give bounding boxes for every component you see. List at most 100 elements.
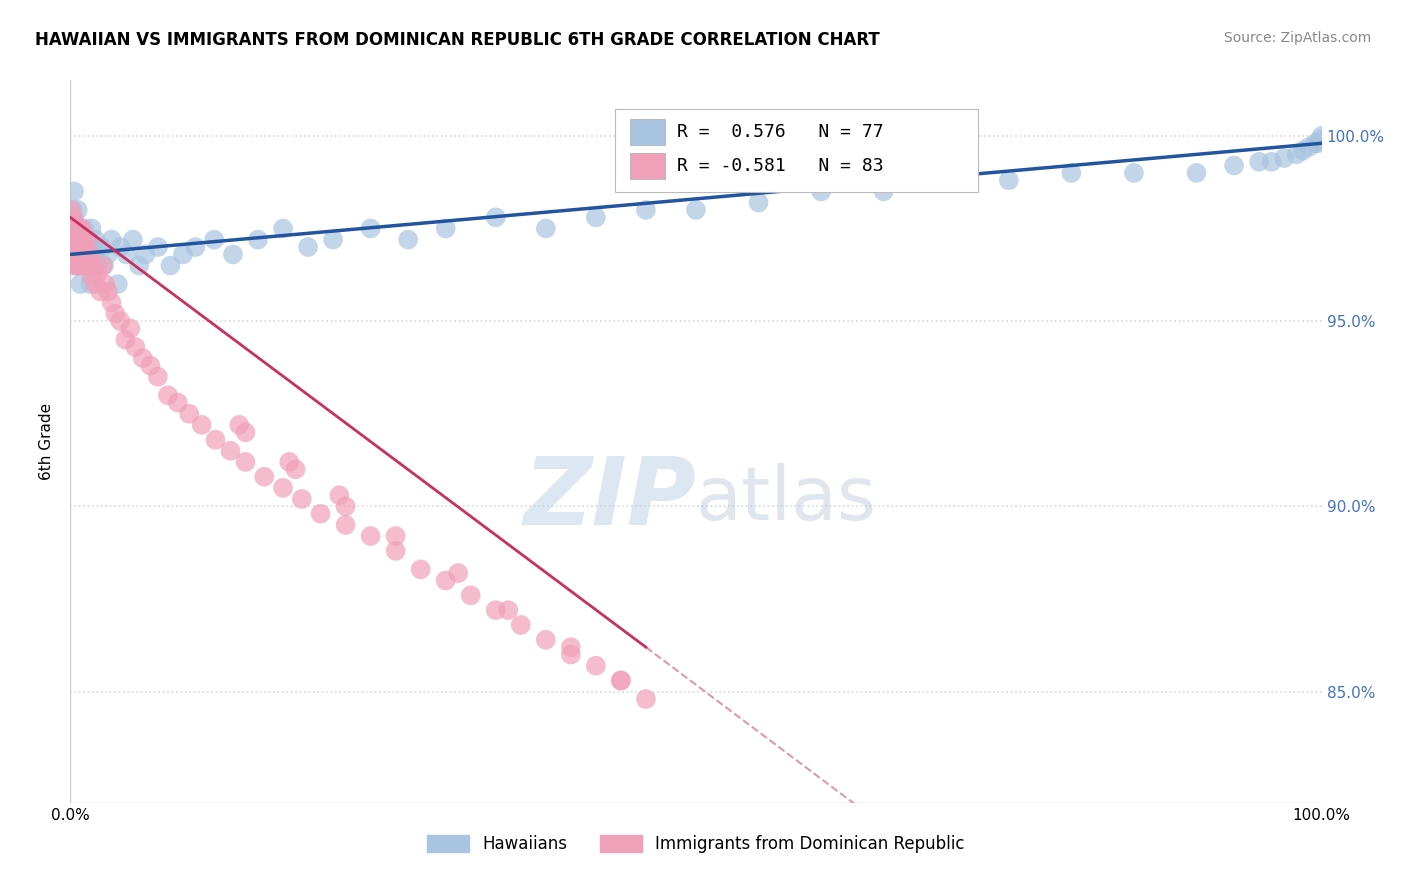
Point <box>120 321 142 335</box>
Point <box>87 259 110 273</box>
Point <box>253 469 276 483</box>
Point <box>67 240 90 254</box>
Point <box>93 259 115 273</box>
Point <box>77 259 100 273</box>
Point <box>69 247 91 261</box>
Point <box>115 247 138 261</box>
Point <box>107 277 129 291</box>
Point <box>65 221 87 235</box>
Point <box>360 221 382 235</box>
Point <box>80 269 103 284</box>
Point <box>66 233 89 247</box>
Point <box>271 221 294 235</box>
Point <box>65 259 87 273</box>
Point <box>77 247 100 261</box>
Point <box>65 233 87 247</box>
Point <box>460 588 482 602</box>
Point <box>128 259 150 273</box>
Point <box>79 247 101 261</box>
Point <box>748 195 770 210</box>
Point <box>222 247 245 261</box>
Point <box>110 240 132 254</box>
Point <box>228 417 250 432</box>
Point <box>278 455 301 469</box>
Point <box>1305 136 1327 151</box>
Text: atlas: atlas <box>696 463 877 536</box>
Point <box>1260 154 1282 169</box>
Point <box>396 233 419 247</box>
Point <box>65 221 87 235</box>
Point <box>82 259 104 273</box>
Point <box>84 233 107 247</box>
Point <box>75 247 97 261</box>
Point <box>65 240 87 254</box>
Point <box>335 517 357 532</box>
Point <box>610 673 633 688</box>
Point <box>167 395 190 409</box>
Point <box>1122 166 1144 180</box>
Point <box>1306 136 1329 151</box>
Point <box>534 221 557 235</box>
Point <box>172 247 194 261</box>
Point <box>72 259 94 273</box>
Point <box>76 233 98 247</box>
Point <box>498 603 520 617</box>
Point <box>935 173 957 187</box>
Point <box>87 266 110 280</box>
Point <box>84 277 107 291</box>
Text: R =  0.576   N = 77: R = 0.576 N = 77 <box>678 123 884 141</box>
Point <box>63 218 86 232</box>
Point <box>585 658 607 673</box>
Point <box>62 221 84 235</box>
Point <box>560 640 582 655</box>
Point <box>1249 154 1271 169</box>
FancyBboxPatch shape <box>630 153 665 178</box>
Point <box>184 240 207 254</box>
Point <box>70 240 93 254</box>
Point <box>72 247 94 261</box>
Point <box>1309 132 1331 146</box>
Point <box>247 233 270 247</box>
Point <box>63 185 86 199</box>
Point <box>67 221 90 235</box>
Point <box>91 259 114 273</box>
Point <box>66 202 89 217</box>
Point <box>409 562 432 576</box>
Point <box>70 221 93 235</box>
Point <box>190 417 212 432</box>
Point <box>66 247 89 261</box>
Point <box>67 221 90 235</box>
Point <box>66 221 89 235</box>
Point <box>67 247 90 261</box>
Point <box>65 247 87 261</box>
Point <box>63 233 86 247</box>
Point <box>534 632 557 647</box>
Point <box>60 218 83 232</box>
Point <box>73 240 96 254</box>
Point <box>70 247 93 261</box>
Point <box>60 202 83 217</box>
Point <box>1272 151 1295 165</box>
Point <box>447 566 470 580</box>
Point <box>204 433 226 447</box>
Point <box>65 221 87 235</box>
Point <box>62 233 84 247</box>
Text: Source: ZipAtlas.com: Source: ZipAtlas.com <box>1223 31 1371 45</box>
Point <box>100 233 122 247</box>
Point <box>69 233 91 247</box>
Point <box>284 462 307 476</box>
Point <box>62 240 84 254</box>
Point <box>634 202 657 217</box>
Point <box>360 529 382 543</box>
Point <box>146 240 169 254</box>
Point <box>235 425 257 440</box>
Point <box>1223 159 1246 173</box>
Point <box>297 240 319 254</box>
Point <box>65 247 87 261</box>
Point <box>159 259 181 273</box>
Point <box>685 202 707 217</box>
Point <box>100 295 122 310</box>
Point <box>76 259 98 273</box>
Point <box>124 340 146 354</box>
Point <box>114 333 136 347</box>
